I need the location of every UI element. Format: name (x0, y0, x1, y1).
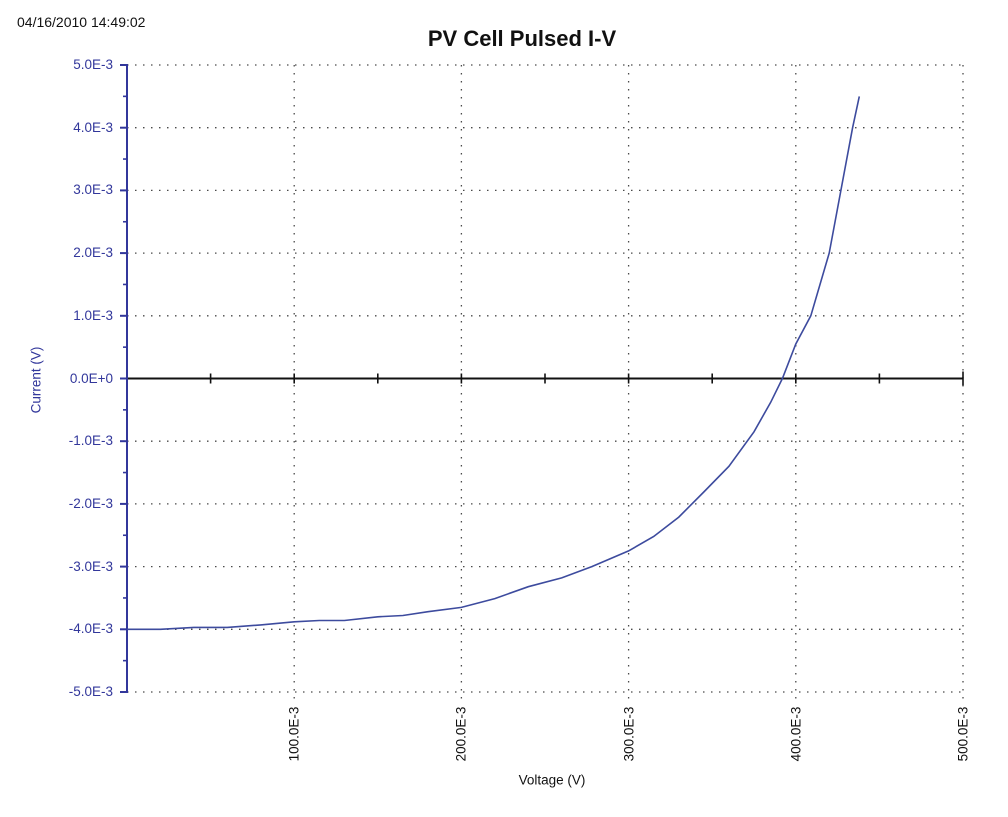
y-axis-title: Current (V) (28, 346, 44, 414)
pv-cell-iv-curve (127, 96, 861, 631)
y-tick-label: 3.0E-3 (73, 182, 113, 198)
y-tick-label: -2.0E-3 (68, 495, 113, 511)
x-tick-label: 400.0E-3 (788, 706, 804, 762)
x-tick-label: 500.0E-3 (955, 706, 971, 762)
y-tick-label: -5.0E-3 (68, 684, 113, 699)
y-tick-label: 0.0E+0 (69, 370, 113, 386)
x-tick-label: 100.0E-3 (286, 706, 302, 762)
y-tick-label: 2.0E-3 (73, 245, 113, 261)
x-tick-label: 200.0E-3 (453, 706, 469, 762)
chart-title: PV Cell Pulsed I-V (427, 26, 617, 51)
plot-area (120, 64, 964, 699)
y-tick-label: -1.0E-3 (68, 433, 113, 449)
y-tick-label: -3.0E-3 (68, 558, 113, 574)
x-axis-title: Voltage (V) (518, 772, 586, 788)
x-tick-label: 300.0E-3 (621, 706, 637, 762)
y-tick-label: 1.0E-3 (73, 307, 113, 323)
y-tick-label: 5.0E-3 (73, 57, 113, 72)
y-tick-label: -4.0E-3 (68, 621, 113, 637)
y-tick-label: 4.0E-3 (73, 119, 113, 135)
timestamp: 04/16/2010 14:49:02 (17, 14, 146, 30)
